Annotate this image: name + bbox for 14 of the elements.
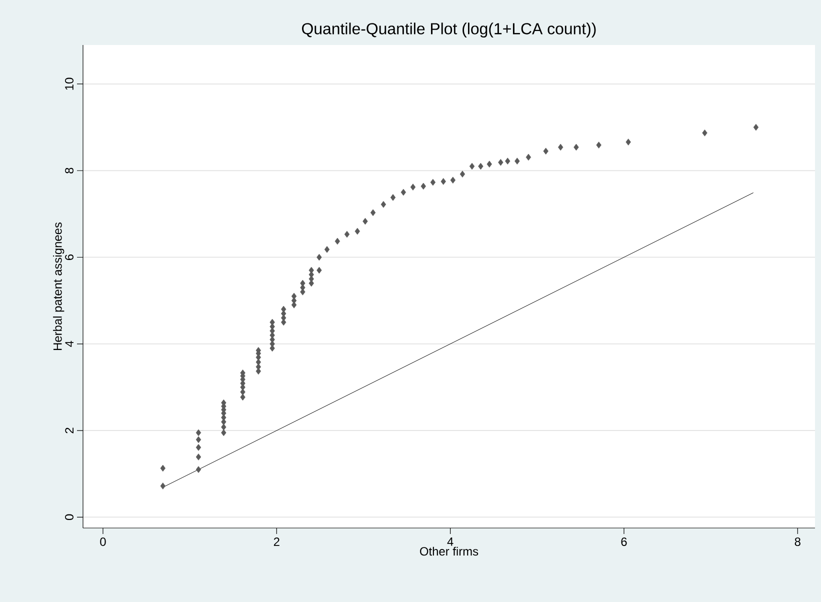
y-tick-label: 6	[65, 254, 74, 260]
y-tick-label: 2	[65, 428, 74, 434]
x-tick-label: 6	[621, 538, 627, 546]
y-tick-label: 0	[65, 514, 74, 520]
y-axis-title: Herbal patent assignees	[53, 222, 64, 350]
x-tick-label: 8	[794, 538, 800, 546]
y-tick-label: 10	[65, 78, 74, 90]
x-tick-label: 4	[447, 538, 454, 546]
x-tick-label: 2	[274, 538, 280, 546]
y-tick-label: 4	[65, 340, 74, 347]
y-tick-label: 8	[65, 168, 74, 174]
x-tick-label: 0	[100, 538, 106, 546]
x-axis-title: Other firms	[420, 546, 478, 556]
chart-title: Quantile-Quantile Plot (log(1+LCA count))	[302, 22, 596, 38]
